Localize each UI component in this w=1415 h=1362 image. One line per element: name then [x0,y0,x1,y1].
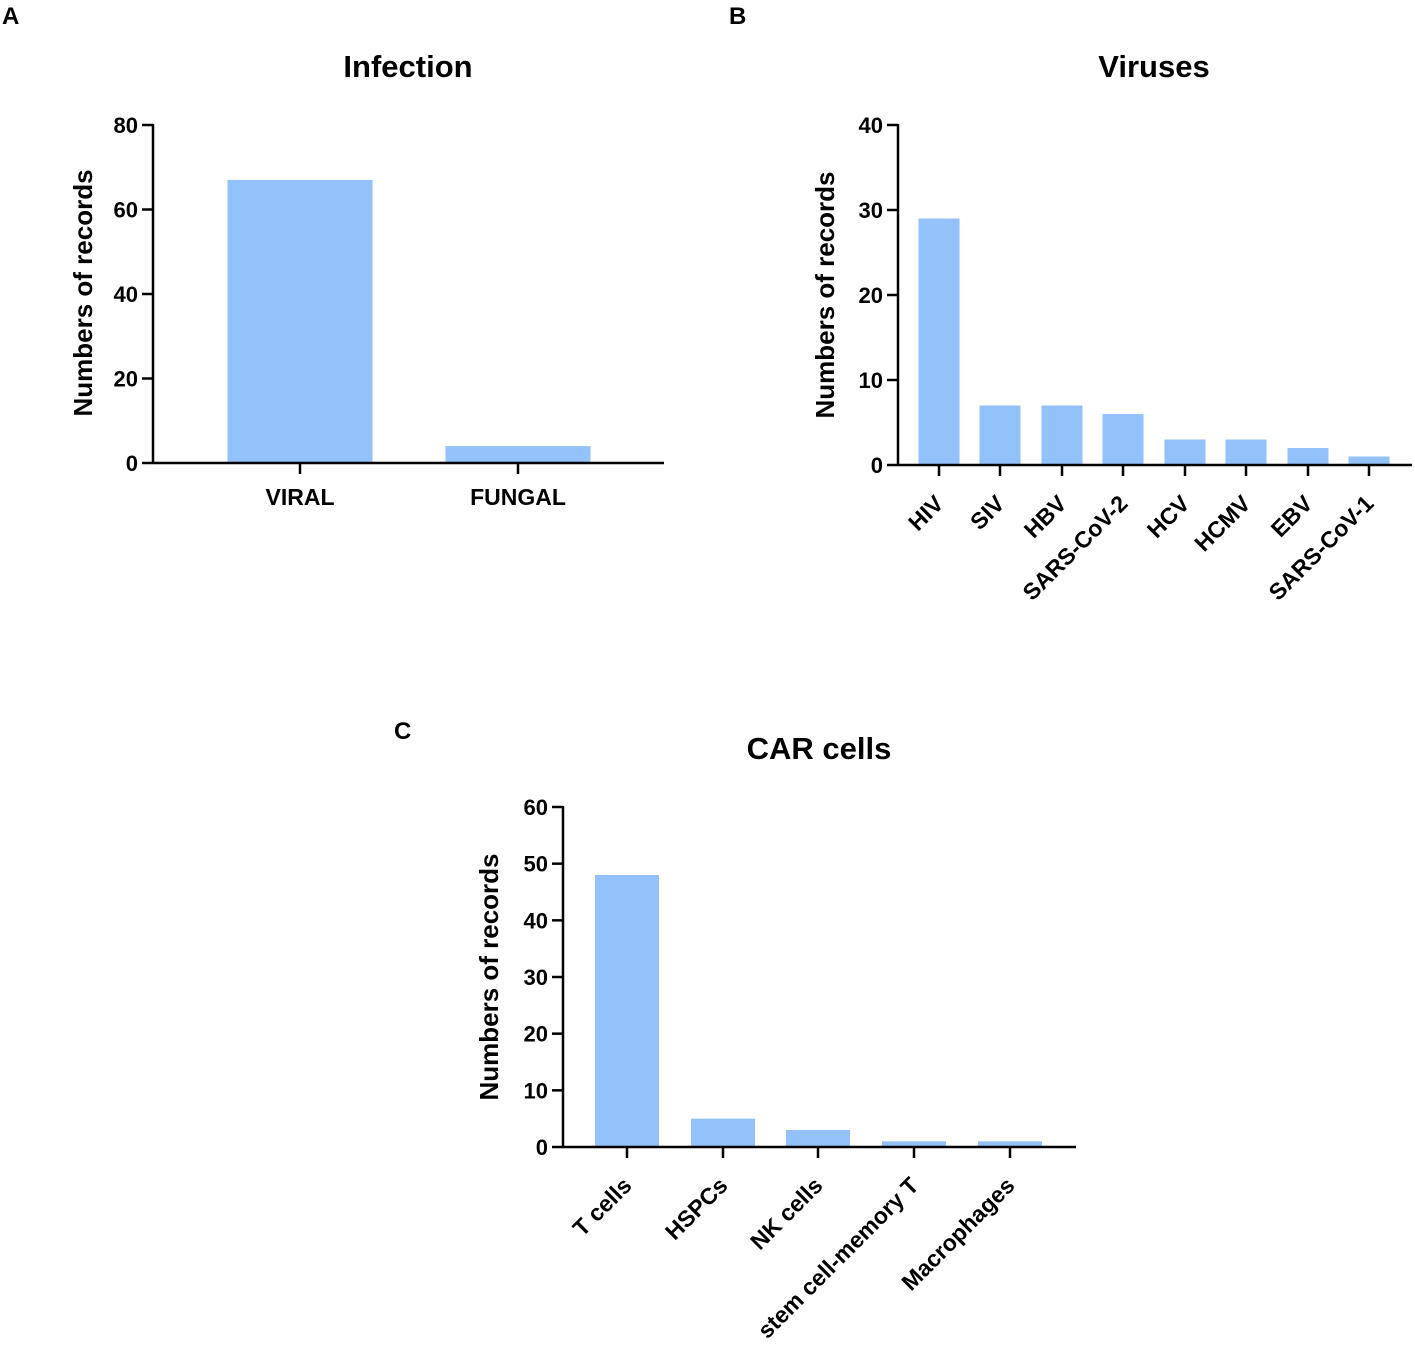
y-tick-label: 40 [114,282,138,307]
bar-macrophages [978,1141,1042,1147]
y-tick-label: 20 [114,367,138,392]
y-tick-label: 80 [114,113,138,138]
bar-hcmv [1225,439,1267,465]
y-tick-label: 10 [524,1078,548,1103]
y-tick-label: 20 [859,283,883,308]
panel-letter: B [729,3,746,30]
x-tick-label: HBV [1019,490,1072,543]
y-tick-label: 50 [524,852,548,877]
x-tick-label: stem cell-memory T [752,1172,923,1343]
bar-stem-cell-memory-t [882,1141,946,1147]
bar-sars-cov-2 [1102,414,1144,465]
chart-title: Infection [343,49,472,84]
y-tick-label: 60 [524,795,548,820]
panel-letter: A [2,3,19,30]
y-axis-label: Numbers of records [68,169,98,416]
chart-title: CAR cells [747,731,892,766]
x-tick-label: NK cells [745,1172,828,1255]
y-tick-label: 0 [536,1135,548,1160]
bar-nk-cells [786,1130,850,1147]
x-tick-label: HIV [903,490,949,536]
y-tick-label: 40 [524,908,548,933]
y-tick-label: 0 [126,451,138,476]
y-axis-label: Numbers of records [474,853,504,1100]
y-tick-label: 10 [859,368,883,393]
x-tick-label: FUNGAL [470,484,566,510]
bar-hspcs [691,1118,755,1147]
x-tick-label: VIRAL [266,484,335,510]
bar-hbv [1041,405,1083,465]
x-tick-label: HSPCs [660,1172,733,1245]
y-tick-label: 0 [871,453,883,478]
x-tick-label: SIV [965,490,1010,535]
bar-siv [979,405,1021,465]
y-tick-label: 40 [859,113,883,138]
x-tick-label: HCV [1142,490,1195,543]
bar-viral [227,179,373,464]
y-tick-label: 60 [114,198,138,223]
y-tick-label: 30 [524,965,548,990]
bar-t-cells [595,875,659,1147]
bar-hcv [1164,439,1206,465]
bar-fungal [445,446,591,463]
bar-hiv [918,218,960,465]
y-axis-label: Numbers of records [810,171,840,418]
chart-panel-a: A Infection Numbers of records 0 20 40 60 80 VIR… [2,3,664,510]
bar-ebv [1287,448,1329,465]
y-tick-label: 20 [524,1022,548,1047]
x-tick-label: T cells [568,1172,637,1241]
chart-panel-c: C CAR cells Numbers of records 0 10 20 30 40 50 6… [394,718,1076,1343]
chart-panel-b: B Viruses Numbers of records 0 10 20 30 40 HIV SI… [729,3,1412,605]
x-tick-label: HCMV [1189,490,1256,557]
x-tick-label: EBV [1266,490,1318,542]
panel-letter: C [394,718,411,745]
chart-title: Viruses [1098,49,1209,84]
bar-sars-cov-1 [1348,456,1390,465]
y-tick-label: 30 [859,198,883,223]
